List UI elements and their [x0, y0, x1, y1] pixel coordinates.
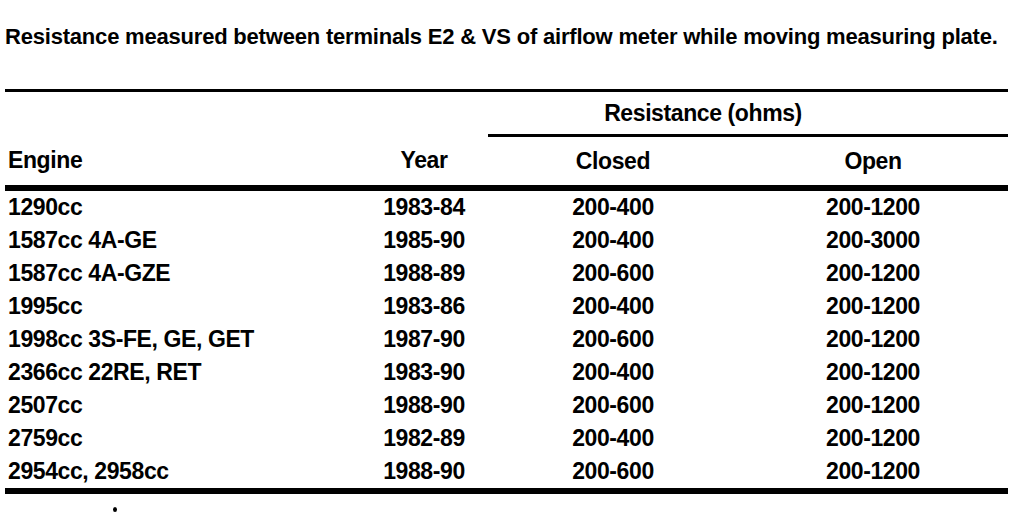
- cell-engine: 1587cc 4A-GZE: [5, 257, 360, 290]
- cell-engine: 1998cc 3S-FE, GE, GET: [5, 323, 360, 356]
- cell-open: 200-1200: [738, 422, 1008, 455]
- cell-closed: 200-400: [488, 224, 738, 257]
- table-row: 1587cc 4A-GZE1988-89200-600200-1200: [5, 257, 1008, 290]
- cell-closed: 200-600: [488, 257, 738, 290]
- cell-engine: 2954cc, 2958cc: [5, 455, 360, 491]
- cell-engine: 2366cc 22RE, RET: [5, 356, 360, 389]
- cell-closed: 200-400: [488, 188, 738, 224]
- cell-year: 1988-90: [360, 455, 488, 491]
- table-head: Resistance (ohms) Engine Year Closed Ope…: [5, 91, 1008, 189]
- table-row: 1998cc 3S-FE, GE, GET1987-90200-600200-1…: [5, 323, 1008, 356]
- cell-engine: 1587cc 4A-GE: [5, 224, 360, 257]
- table-row: 1290cc1983-84200-400200-1200: [5, 188, 1008, 224]
- cell-engine: 2759cc: [5, 422, 360, 455]
- cell-year: 1983-90: [360, 356, 488, 389]
- table-row: 2759cc1982-89200-400200-1200: [5, 422, 1008, 455]
- cell-open: 200-1200: [738, 389, 1008, 422]
- table-row: 1995cc1983-86200-400200-1200: [5, 290, 1008, 323]
- table-row: 2366cc 22RE, RET1983-90200-400200-1200: [5, 356, 1008, 389]
- cell-year: 1988-89: [360, 257, 488, 290]
- table-body: 1290cc1983-84200-400200-12001587cc 4A-GE…: [5, 188, 1008, 491]
- cell-closed: 200-400: [488, 356, 738, 389]
- cell-year: 1987-90: [360, 323, 488, 356]
- cell-open: 200-1200: [738, 290, 1008, 323]
- cell-year: 1988-90: [360, 389, 488, 422]
- cell-engine: 1290cc: [5, 188, 360, 224]
- cell-year: 1983-84: [360, 188, 488, 224]
- cell-closed: 200-400: [488, 290, 738, 323]
- group-header-row: Resistance (ohms): [5, 91, 1008, 136]
- cell-year: 1985-90: [360, 224, 488, 257]
- cell-open: 200-1200: [738, 257, 1008, 290]
- column-header-closed: Closed: [488, 136, 738, 189]
- table-row: 1587cc 4A-GE1985-90200-400200-3000: [5, 224, 1008, 257]
- cell-engine: 1995cc: [5, 290, 360, 323]
- cell-open: 200-1200: [738, 356, 1008, 389]
- cell-open: 200-1200: [738, 188, 1008, 224]
- column-group-header-resistance: Resistance (ohms): [488, 91, 1008, 136]
- intro-text: Resistance measured between terminals E2…: [5, 20, 1021, 53]
- column-header-row: Engine Year Closed Open: [5, 136, 1008, 189]
- table-row: 2507cc1988-90200-600200-1200: [5, 389, 1008, 422]
- cell-closed: 200-600: [488, 455, 738, 491]
- cell-year: 1982-89: [360, 422, 488, 455]
- cell-engine: 2507cc: [5, 389, 360, 422]
- cell-closed: 200-600: [488, 323, 738, 356]
- cell-open: 200-1200: [738, 455, 1008, 491]
- scan-artifact-dot: [113, 507, 117, 512]
- column-header-open: Open: [738, 136, 1008, 189]
- cell-open: 200-1200: [738, 323, 1008, 356]
- column-header-year: Year: [360, 136, 488, 189]
- cell-year: 1983-86: [360, 290, 488, 323]
- resistance-spec-table: Resistance (ohms) Engine Year Closed Ope…: [5, 89, 1008, 494]
- table-row: 2954cc, 2958cc1988-90200-600200-1200: [5, 455, 1008, 491]
- cell-closed: 200-400: [488, 422, 738, 455]
- cell-closed: 200-600: [488, 389, 738, 422]
- cell-open: 200-3000: [738, 224, 1008, 257]
- scanned-manual-page: Resistance measured between terminals E2…: [0, 0, 1024, 520]
- group-header-spacer: [5, 91, 488, 136]
- column-header-engine: Engine: [5, 136, 360, 189]
